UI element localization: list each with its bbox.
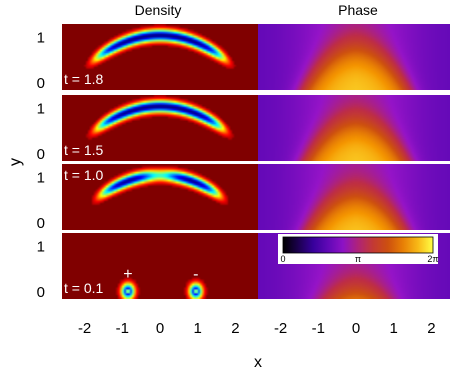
phase-panel-0 xyxy=(258,24,450,90)
x-tick-label-density: 2 xyxy=(231,320,239,337)
y-tick-label: 0 xyxy=(37,75,45,92)
density-panel-1 xyxy=(62,95,258,161)
colorbar xyxy=(282,236,434,254)
y-tick-label: 0 xyxy=(37,215,45,232)
x-tick-label-density: 0 xyxy=(156,320,164,337)
time-label-0: t = 1.8 xyxy=(64,71,104,87)
y-tick-label: 1 xyxy=(37,101,45,118)
density-panel-3 xyxy=(62,233,258,299)
density-panel-2 xyxy=(62,164,258,230)
density-column-title: Density xyxy=(135,2,182,18)
time-label-3: t = 0.1 xyxy=(64,280,104,296)
y-tick-label: 1 xyxy=(37,239,45,256)
y-tick-label: 1 xyxy=(37,170,45,187)
x-axis-label: x xyxy=(254,354,262,371)
x-tick-label-phase: 0 xyxy=(352,320,360,337)
vortex-label-0: + xyxy=(123,266,132,283)
phase-column-title: Phase xyxy=(338,2,378,18)
time-label-2: t = 1.0 xyxy=(64,167,104,183)
x-tick-label-phase: -2 xyxy=(274,320,287,337)
x-tick-label-phase: 1 xyxy=(390,320,398,337)
time-label-1: t = 1.5 xyxy=(64,142,104,158)
x-tick-label-phase: 2 xyxy=(427,320,435,337)
x-tick-label-density: 1 xyxy=(194,320,202,337)
colorbar-tick-label: 0 xyxy=(280,254,285,264)
x-tick-label-phase: -1 xyxy=(312,320,325,337)
colorbar-tick-label: π xyxy=(355,254,361,264)
x-tick-label-density: -1 xyxy=(116,320,129,337)
y-axis-label: y xyxy=(7,158,24,166)
vortex-label-1: - xyxy=(193,266,198,283)
x-tick-label-density: -2 xyxy=(78,320,91,337)
y-tick-label: 0 xyxy=(37,284,45,301)
colorbar-tick-label: 2π xyxy=(427,254,438,264)
phase-panel-1 xyxy=(258,95,450,161)
y-tick-label: 0 xyxy=(37,146,45,163)
y-tick-label: 1 xyxy=(37,30,45,47)
phase-panel-2 xyxy=(258,164,450,230)
density-panel-0 xyxy=(62,24,258,90)
